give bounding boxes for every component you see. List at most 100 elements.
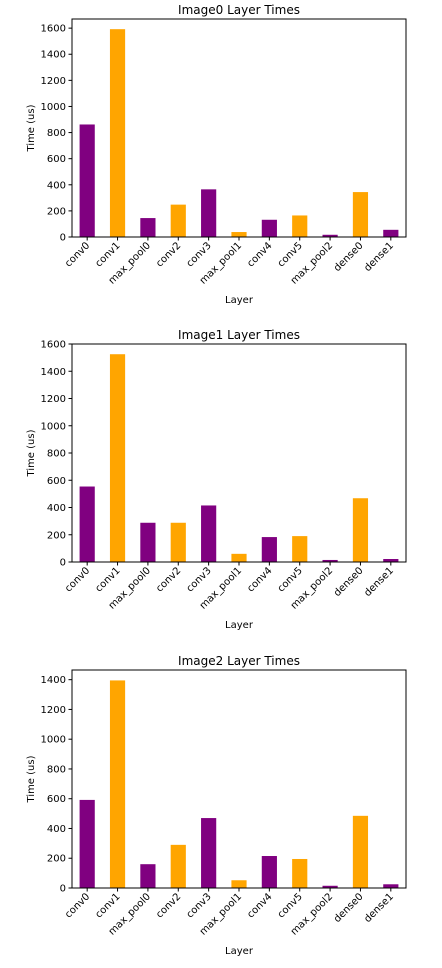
bar-max_pool2: [322, 234, 338, 237]
bar-conv0: [79, 486, 95, 562]
bar-max_pool1: [231, 553, 247, 562]
x-tick-label: conv5: [276, 891, 305, 920]
x-tick-label: conv1: [94, 240, 123, 269]
y-tick-label: 1000: [41, 102, 66, 113]
bar-conv1: [109, 354, 126, 562]
bar-conv3: [201, 818, 217, 888]
bar-dense1: [383, 559, 399, 562]
x-tick-label: dense0: [332, 891, 366, 925]
bar-dense1: [383, 229, 399, 237]
bars-2: [79, 680, 399, 888]
x-tick-label: conv4: [245, 891, 274, 920]
bars-0: [79, 29, 399, 238]
y-tick-label: 1600: [41, 340, 66, 351]
bar-conv3: [201, 189, 217, 237]
y-tick-label: 1000: [41, 735, 66, 746]
plot-frame-0: [71, 18, 407, 238]
bar-max_pool1: [231, 880, 247, 888]
x-tick-label: conv2: [154, 240, 183, 269]
y-tick-label: 1400: [41, 367, 66, 378]
bar-conv2: [170, 522, 186, 562]
bar-conv2: [170, 844, 186, 888]
x-axis-label-0: Layer: [225, 295, 254, 306]
y-tick-label: 400: [47, 824, 66, 835]
x-tick-label: conv3: [185, 565, 214, 594]
bar-conv1: [109, 680, 126, 888]
y-tick-label: 600: [47, 154, 66, 165]
x-tick-label: conv5: [276, 240, 305, 269]
y-tick-label: 1200: [41, 705, 66, 716]
x-tick-label: conv2: [154, 565, 183, 594]
bar-conv4: [261, 219, 277, 237]
bar-max_pool0: [140, 522, 156, 562]
x-tick-label: conv3: [185, 240, 214, 269]
x-tick-label: conv0: [63, 240, 92, 269]
plot-frame-2: [71, 669, 407, 889]
y-tick-label: 1400: [41, 50, 66, 61]
bar-conv5: [292, 858, 308, 888]
y-tick-label: 200: [47, 530, 66, 541]
y-tick-label: 400: [47, 503, 66, 514]
x-tick-label: dense0: [332, 240, 366, 274]
y-tick-label: 800: [47, 128, 66, 139]
y-tick-label: 1000: [41, 421, 66, 432]
bars-1: [79, 354, 399, 562]
bar-dense1: [383, 884, 399, 888]
x-tick-label: conv3: [185, 891, 214, 920]
x-tick-label: conv0: [63, 891, 92, 920]
bar-conv2: [170, 204, 186, 237]
bar-dense0: [352, 815, 369, 888]
bar-max_pool1: [231, 232, 247, 237]
chart-title-2: Image2 Layer Times: [178, 654, 300, 668]
y-axis-label-0: Time (us): [26, 104, 37, 152]
bar-max_pool2: [322, 559, 338, 562]
bar-conv3: [201, 505, 217, 562]
y-tick-label: 1200: [41, 394, 66, 405]
bar-dense0: [352, 498, 369, 562]
x-tick-label: conv4: [245, 240, 274, 269]
y-tick-label: 800: [47, 764, 66, 775]
x-tick-label: dense1: [362, 565, 396, 599]
y-axis-label-2: Time (us): [26, 755, 37, 803]
bar-max_pool0: [140, 218, 156, 237]
x-tick-label: conv1: [94, 565, 123, 594]
chart-panel-2: Image2 Layer Times Time (us) Layer conv0…: [26, 654, 407, 957]
bar-conv5: [292, 215, 308, 237]
y-tick-label: 0: [60, 558, 66, 569]
y-tick-label: 1200: [41, 76, 66, 87]
bar-conv4: [261, 856, 277, 888]
x-tick-label: conv4: [245, 565, 274, 594]
x-tick-label: conv5: [276, 565, 305, 594]
bar-dense0: [352, 192, 369, 237]
y-tick-label: 200: [47, 854, 66, 865]
bar-conv0: [79, 799, 95, 888]
x-tick-label: conv1: [94, 891, 123, 920]
chart-panel-0: Image0 Layer Times Time (us) Layer conv0…: [26, 3, 407, 306]
x-tick-label: dense0: [332, 565, 366, 599]
x-tick-label: conv0: [63, 565, 92, 594]
x-axis-label-2: Layer: [225, 946, 254, 957]
chart-title-0: Image0 Layer Times: [178, 3, 300, 17]
y-tick-label: 200: [47, 206, 66, 217]
y-tick-label: 400: [47, 180, 66, 191]
bar-conv5: [292, 536, 308, 562]
y-tick-label: 1400: [41, 675, 66, 686]
y-tick-label: 1600: [41, 24, 66, 35]
bar-conv4: [261, 537, 277, 562]
chart-title-1: Image1 Layer Times: [178, 328, 300, 342]
y-axis-label-1: Time (us): [26, 429, 37, 477]
y-tick-label: 0: [60, 884, 66, 895]
bar-max_pool2: [322, 885, 338, 888]
y-tick-label: 600: [47, 476, 66, 487]
bar-conv0: [79, 124, 95, 237]
x-tick-label: conv2: [154, 891, 183, 920]
y-tick-label: 600: [47, 794, 66, 805]
x-tick-label: dense1: [362, 891, 396, 925]
x-tick-label: dense1: [362, 240, 396, 274]
x-axis-label-1: Layer: [225, 620, 254, 631]
y-tick-label: 0: [60, 233, 66, 244]
bar-max_pool0: [140, 864, 156, 888]
